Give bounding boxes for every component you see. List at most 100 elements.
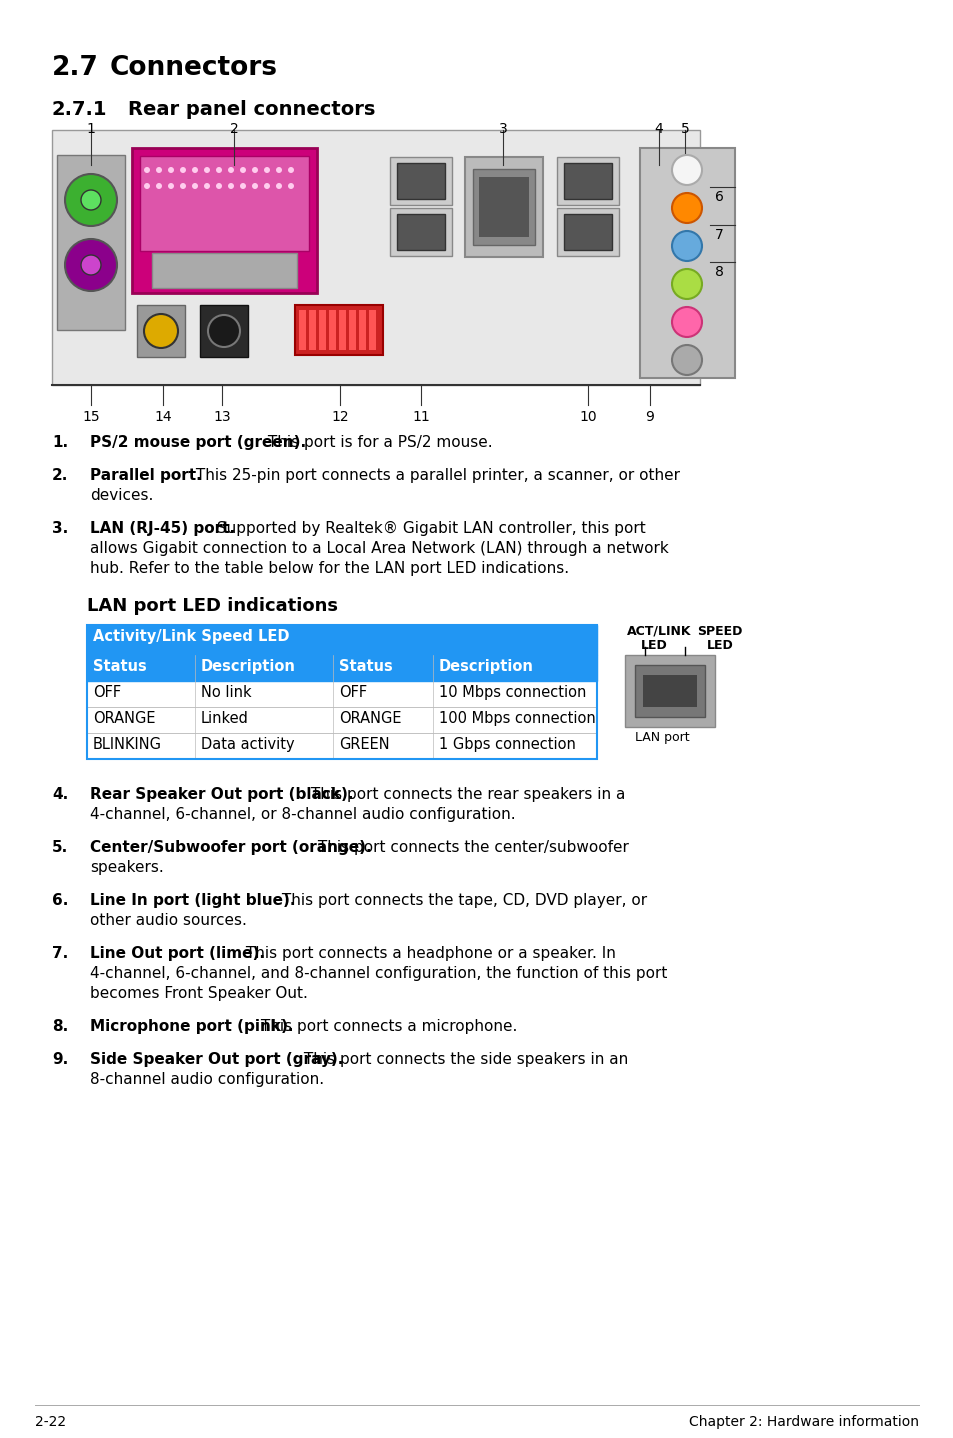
Text: LED: LED [640,638,667,651]
Circle shape [65,174,117,226]
Text: 11: 11 [412,410,430,424]
Text: LAN port: LAN port [635,731,689,743]
Text: 100 Mbps connection: 100 Mbps connection [438,710,595,726]
Circle shape [240,167,246,173]
Text: This 25-pin port connects a parallel printer, a scanner, or other: This 25-pin port connects a parallel pri… [191,467,679,483]
Text: Side Speaker Out port (gray).: Side Speaker Out port (gray). [90,1053,343,1067]
Text: Description: Description [438,659,534,674]
Bar [349,311,355,349]
Text: Rear Speaker Out port (black).: Rear Speaker Out port (black). [90,787,354,802]
Text: Line In port (light blue).: Line In port (light blue). [90,893,295,907]
Bar [557,157,618,206]
Text: 12: 12 [331,410,349,424]
Text: hub. Refer to the table below for the LAN port LED indications.: hub. Refer to the table below for the LA… [90,561,569,577]
Bar [87,682,597,707]
Bar [152,253,296,288]
Bar [642,674,697,707]
Text: Activity/Link Speed LED: Activity/Link Speed LED [92,628,289,644]
Bar [478,177,529,237]
Circle shape [192,183,198,188]
Text: LAN port LED indications: LAN port LED indications [87,597,337,615]
Circle shape [264,183,270,188]
Text: 8-channel audio configuration.: 8-channel audio configuration. [90,1071,324,1087]
Circle shape [81,190,101,210]
Bar [140,155,309,252]
Text: GREEN: GREEN [338,738,389,752]
Text: Description: Description [201,659,295,674]
Text: 9: 9 [645,410,654,424]
Text: OFF: OFF [338,684,367,700]
Circle shape [204,167,210,173]
Text: BLINKING: BLINKING [92,738,162,752]
Text: Linked: Linked [201,710,249,726]
Bar [369,311,375,349]
Circle shape [180,167,186,173]
Text: 9.: 9. [52,1053,69,1067]
Text: Chapter 2: Hardware information: Chapter 2: Hardware information [688,1415,918,1429]
Text: 4-channel, 6-channel, or 8-channel audio configuration.: 4-channel, 6-channel, or 8-channel audio… [90,807,515,823]
Text: 15: 15 [82,410,100,424]
Circle shape [252,183,257,188]
Text: other audio sources.: other audio sources. [90,913,247,928]
Bar [132,148,316,293]
Text: 13: 13 [213,410,231,424]
Text: 5: 5 [679,122,689,137]
Text: 1: 1 [87,122,95,137]
Bar [137,305,185,357]
Circle shape [671,155,701,186]
Text: Parallel port.: Parallel port. [90,467,201,483]
Circle shape [671,269,701,299]
Text: 3: 3 [498,122,507,137]
Text: This port connects the rear speakers in a: This port connects the rear speakers in … [306,787,625,802]
Circle shape [228,167,233,173]
Bar [390,209,452,256]
Text: 7.: 7. [52,946,69,961]
Text: Supported by Realtek® Gigabit LAN controller, this port: Supported by Realtek® Gigabit LAN contro… [213,521,645,536]
Text: 2-22: 2-22 [35,1415,66,1429]
Circle shape [180,183,186,188]
Bar [464,157,542,257]
Text: ORANGE: ORANGE [92,710,155,726]
Circle shape [215,183,222,188]
Bar [338,311,346,349]
Circle shape [671,232,701,262]
Bar [294,305,382,355]
Text: 2.: 2. [52,467,69,483]
Text: 1.: 1. [52,436,68,450]
Bar [87,707,597,733]
Text: 2: 2 [230,122,238,137]
Text: 6.: 6. [52,893,69,907]
Circle shape [275,167,282,173]
Text: Center/Subwoofer port (orange).: Center/Subwoofer port (orange). [90,840,372,856]
Bar [57,155,125,329]
Circle shape [252,167,257,173]
Text: 3.: 3. [52,521,69,536]
Text: devices.: devices. [90,487,153,503]
Text: Status: Status [338,659,393,674]
Text: ORANGE: ORANGE [338,710,401,726]
Text: Status: Status [92,659,147,674]
Text: 2.7: 2.7 [52,55,99,81]
Text: Rear panel connectors: Rear panel connectors [128,101,375,119]
Text: 10: 10 [578,410,597,424]
Text: SPEED: SPEED [697,626,741,638]
Circle shape [144,183,150,188]
Circle shape [156,183,162,188]
Text: LAN (RJ-45) port.: LAN (RJ-45) port. [90,521,234,536]
Text: 6: 6 [714,190,723,204]
Circle shape [156,167,162,173]
Circle shape [215,167,222,173]
Text: 8.: 8. [52,1020,69,1034]
Circle shape [168,167,173,173]
Bar [358,311,366,349]
Circle shape [240,183,246,188]
Text: 4: 4 [654,122,662,137]
Bar [624,654,714,728]
Bar [87,654,597,682]
Bar [557,209,618,256]
Text: 7: 7 [714,229,723,242]
Text: 10 Mbps connection: 10 Mbps connection [438,684,586,700]
Text: Microphone port (pink).: Microphone port (pink). [90,1020,294,1034]
Text: 1 Gbps connection: 1 Gbps connection [438,738,576,752]
Bar [87,626,597,759]
